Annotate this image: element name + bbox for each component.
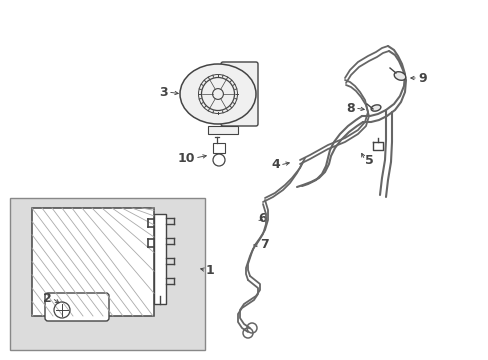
Text: 10: 10 [177,152,195,165]
Text: 4: 4 [271,158,280,171]
Bar [154,214,165,304]
Bar [32,208,154,316]
Bar [207,126,238,134]
Bar [213,143,224,153]
Text: 2: 2 [43,292,52,305]
FancyBboxPatch shape [221,62,258,126]
Ellipse shape [370,105,380,111]
Text: 6: 6 [258,211,266,225]
Text: 7: 7 [260,238,268,252]
Text: 9: 9 [417,72,426,85]
Bar [10,198,204,350]
FancyBboxPatch shape [45,293,109,321]
Text: 5: 5 [364,153,373,166]
Ellipse shape [393,72,405,80]
Text: 3: 3 [159,85,168,99]
Text: 8: 8 [346,102,354,114]
Ellipse shape [180,64,256,124]
Text: 1: 1 [205,264,214,276]
